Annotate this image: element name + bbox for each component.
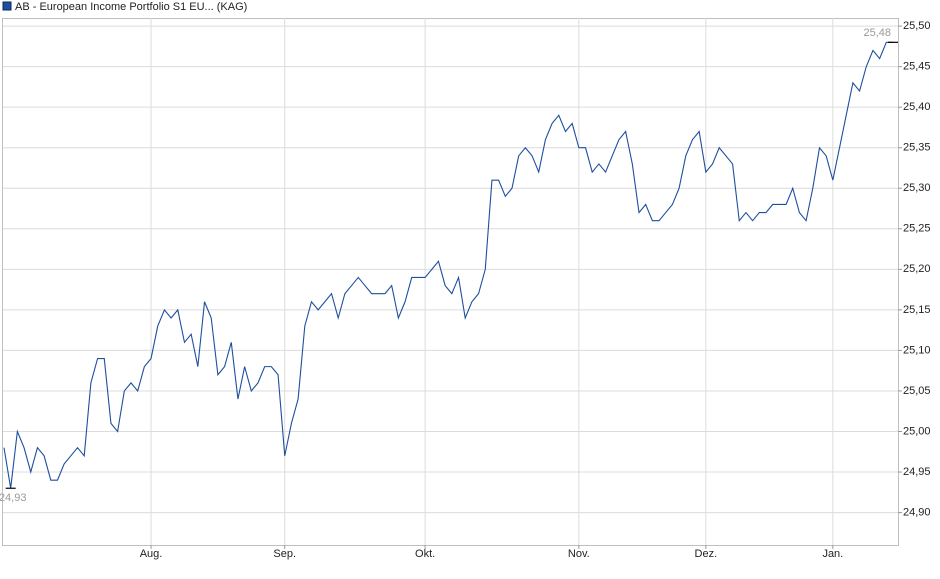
y-tick-label: 25,50: [903, 20, 931, 32]
y-tick-label: 25,20: [903, 263, 931, 275]
x-tick-label: Okt.: [415, 548, 435, 560]
legend-swatch: [2, 1, 12, 11]
y-tick-label: 24,95: [903, 466, 931, 478]
y-tick-label: 25,35: [903, 142, 931, 154]
y-tick-label: 25,30: [903, 182, 931, 194]
plot-frame: [2, 18, 899, 546]
y-tick-label: 25,25: [903, 223, 931, 235]
x-tick-label: Sep.: [273, 548, 296, 560]
x-tick-label: Jan.: [822, 548, 843, 560]
x-tick-label: Dez.: [695, 548, 718, 560]
y-tick-label: 25,45: [903, 61, 931, 73]
y-tick-label: 25,05: [903, 385, 931, 397]
x-tick-label: Aug.: [140, 548, 163, 560]
y-tick-label: 25,40: [903, 101, 931, 113]
y-tick-label: 25,15: [903, 304, 931, 316]
x-tick-label: Nov.: [568, 548, 590, 560]
line: [3, 41, 893, 489]
legend-label: AB - European Income Portfolio S1 EU... …: [15, 1, 247, 13]
annotation: 24,93: [0, 492, 26, 504]
y-tick-label: 24,90: [903, 506, 931, 518]
annotation: 25,48: [863, 27, 891, 39]
y-tick-label: 25,00: [903, 425, 931, 437]
y-tick-label: 25,10: [903, 344, 931, 356]
